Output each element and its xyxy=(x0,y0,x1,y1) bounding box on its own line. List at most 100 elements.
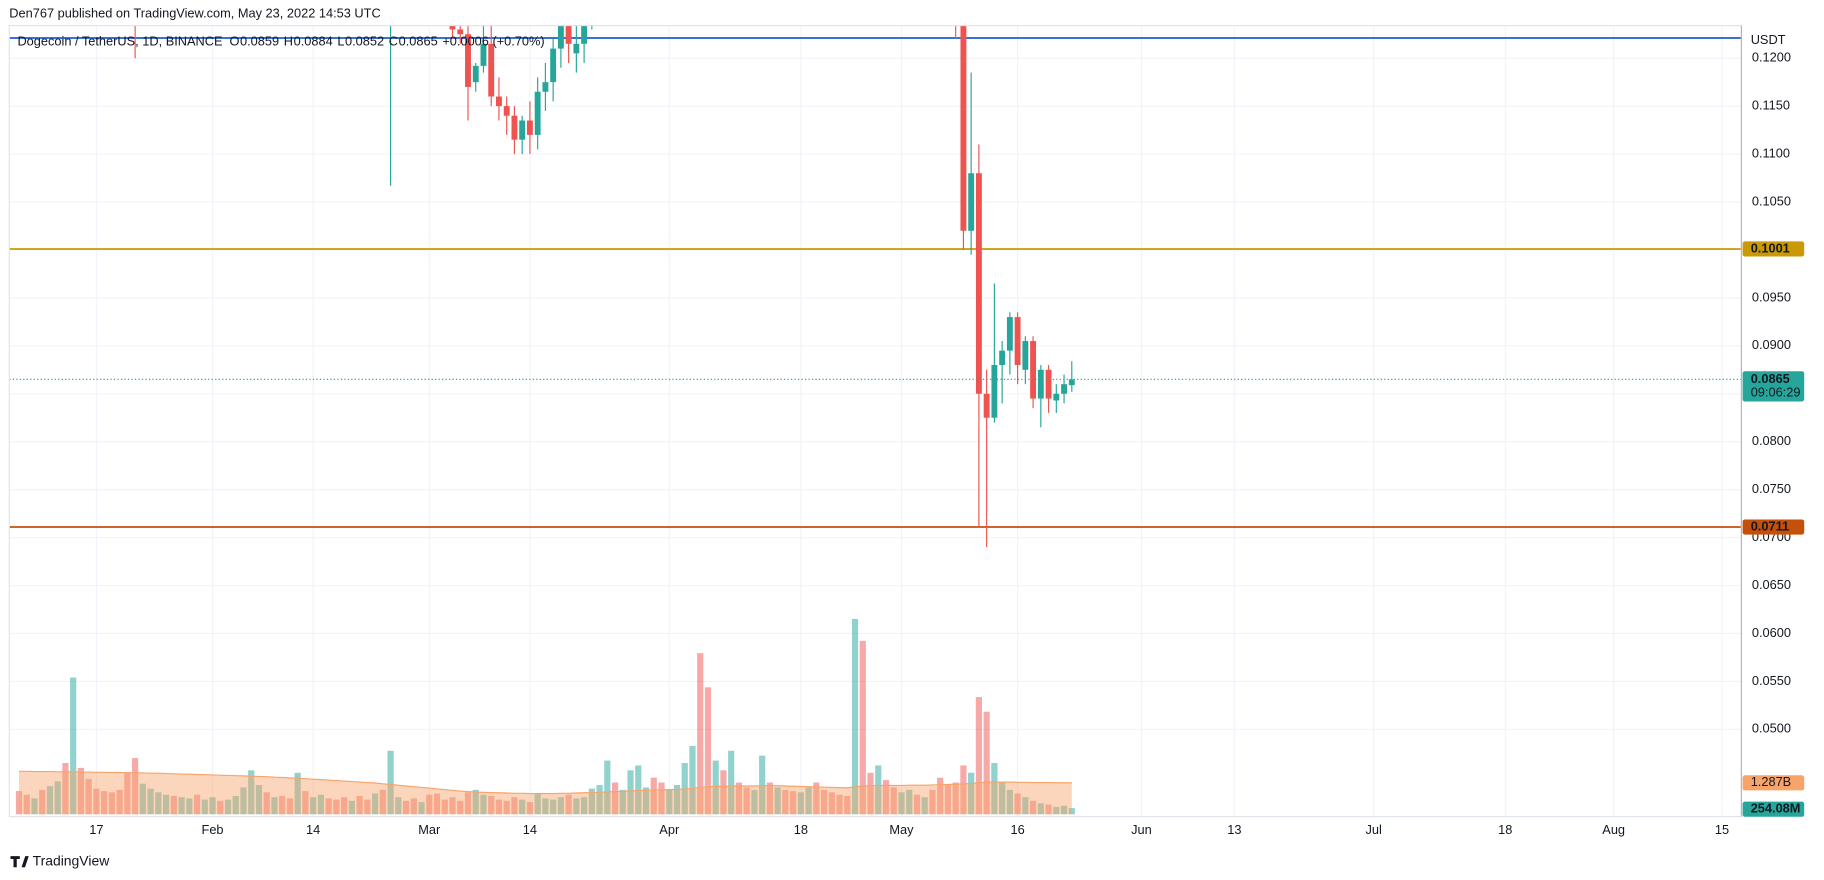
volume-bar xyxy=(294,772,301,815)
volume-bar xyxy=(441,799,448,815)
volume-bar xyxy=(62,763,69,815)
volume-bar xyxy=(557,797,564,815)
volume-bar xyxy=(1060,805,1068,815)
y-tick-label: 0.0650 xyxy=(1752,577,1791,592)
volume-bar xyxy=(433,793,441,815)
volume-bar xyxy=(410,798,417,815)
volume-bar xyxy=(31,798,38,815)
x-tick-label: 16 xyxy=(1010,822,1024,837)
legend-ohlc-letter: L xyxy=(337,33,344,48)
candle-body xyxy=(496,96,502,107)
legend-ohlc-letter: O xyxy=(230,33,240,48)
volume-bar xyxy=(224,799,232,815)
x-tick-label: May xyxy=(889,822,914,837)
candle-body xyxy=(1006,317,1013,351)
x-tick-label: 14 xyxy=(523,822,537,837)
y-tick-label: 0.1200 xyxy=(1752,50,1791,65)
volume-bar xyxy=(139,783,146,815)
x-tick-label: Aug xyxy=(1602,822,1625,837)
candle-body xyxy=(565,25,572,44)
volume-ma-line xyxy=(18,770,1072,795)
volume-bar xyxy=(859,640,866,815)
x-tick-label: Feb xyxy=(202,822,224,837)
candle-body xyxy=(542,82,549,92)
y-tick-label: 0.0800 xyxy=(1752,433,1791,448)
volume-bar xyxy=(302,791,309,815)
volume-bar xyxy=(395,797,402,815)
volume-bar xyxy=(511,797,518,815)
volume-bar xyxy=(898,792,905,815)
volume-bar xyxy=(968,772,975,815)
volume-bar xyxy=(728,750,735,815)
y-tick-label: 0.0950 xyxy=(1752,289,1791,304)
volume-bar xyxy=(255,784,263,815)
legend-ohlc-value: 0.0865 xyxy=(399,33,438,48)
x-tick-label: Apr xyxy=(659,822,680,837)
volume-bar xyxy=(39,789,46,815)
footer-brand: TradingView xyxy=(33,853,111,869)
volume-bar xyxy=(488,795,495,815)
volume-bar xyxy=(248,770,255,815)
candle-body xyxy=(526,120,533,135)
volume-bar xyxy=(232,795,239,815)
volume-bar xyxy=(666,789,673,815)
volume-bar xyxy=(650,777,657,815)
x-tick-label: 18 xyxy=(794,822,808,837)
volume-bar xyxy=(217,800,224,815)
volume-bar xyxy=(611,782,619,815)
volume-bar xyxy=(449,797,456,815)
volume-bar xyxy=(991,763,998,815)
candle-body xyxy=(503,106,510,116)
volume-bar xyxy=(240,787,247,815)
legend-ohlc-letter: H xyxy=(284,33,293,48)
volume-bar xyxy=(15,791,23,815)
candle-body xyxy=(991,365,998,418)
candle-body xyxy=(534,91,541,135)
legend-ohlc-value: 0.0859 xyxy=(240,33,279,48)
volume-bar xyxy=(263,792,270,815)
candle-body xyxy=(1045,369,1052,399)
y-tick-label: 0.0750 xyxy=(1752,481,1791,496)
volume-bar xyxy=(1045,804,1052,815)
candle-body xyxy=(480,43,487,66)
volume-bar xyxy=(464,792,472,815)
volume-bar xyxy=(813,782,820,815)
candle-body xyxy=(519,120,526,140)
volume-bar xyxy=(93,788,100,815)
volume-bar xyxy=(790,791,797,815)
volume-bar xyxy=(356,795,363,815)
volume-bar xyxy=(999,782,1006,815)
volume-bar xyxy=(844,795,851,815)
legend-ohlc-letter: C xyxy=(389,33,398,48)
volume-bar xyxy=(1037,803,1044,815)
candle-body xyxy=(557,25,564,49)
y-tick-label: 0.0550 xyxy=(1752,673,1791,688)
volume-bar xyxy=(85,778,92,815)
volume-bar xyxy=(673,784,681,815)
volume-bar xyxy=(70,677,77,815)
volume-bar xyxy=(944,784,952,815)
volume-bar xyxy=(54,781,61,815)
volume-bar xyxy=(828,792,835,815)
volume-bar xyxy=(23,794,30,815)
volume-ma-tag xyxy=(1742,775,1805,791)
volume-bar xyxy=(271,797,278,815)
level-tag-label: 0.0711 xyxy=(1751,518,1789,533)
volume-bar xyxy=(642,787,650,815)
legend-ohlc-value: 0.0884 xyxy=(294,33,333,48)
volume-bar xyxy=(906,789,913,815)
volume-bar xyxy=(596,784,603,815)
volume-bar xyxy=(348,800,355,815)
footer-logo xyxy=(10,856,29,868)
volume-bar xyxy=(735,782,743,815)
volume-tag-label: 254.08M xyxy=(1751,801,1801,816)
labels: Den767 published on TradingView.com, May… xyxy=(9,5,1805,869)
volume-bar xyxy=(1068,808,1075,815)
volume-bar xyxy=(132,758,139,815)
volume-bar xyxy=(960,765,967,815)
volume-ma-tag-label: 1.287B xyxy=(1751,774,1792,789)
volume-ma-area xyxy=(18,771,1072,815)
volume-bar xyxy=(782,789,789,815)
volume-bar xyxy=(604,760,611,815)
